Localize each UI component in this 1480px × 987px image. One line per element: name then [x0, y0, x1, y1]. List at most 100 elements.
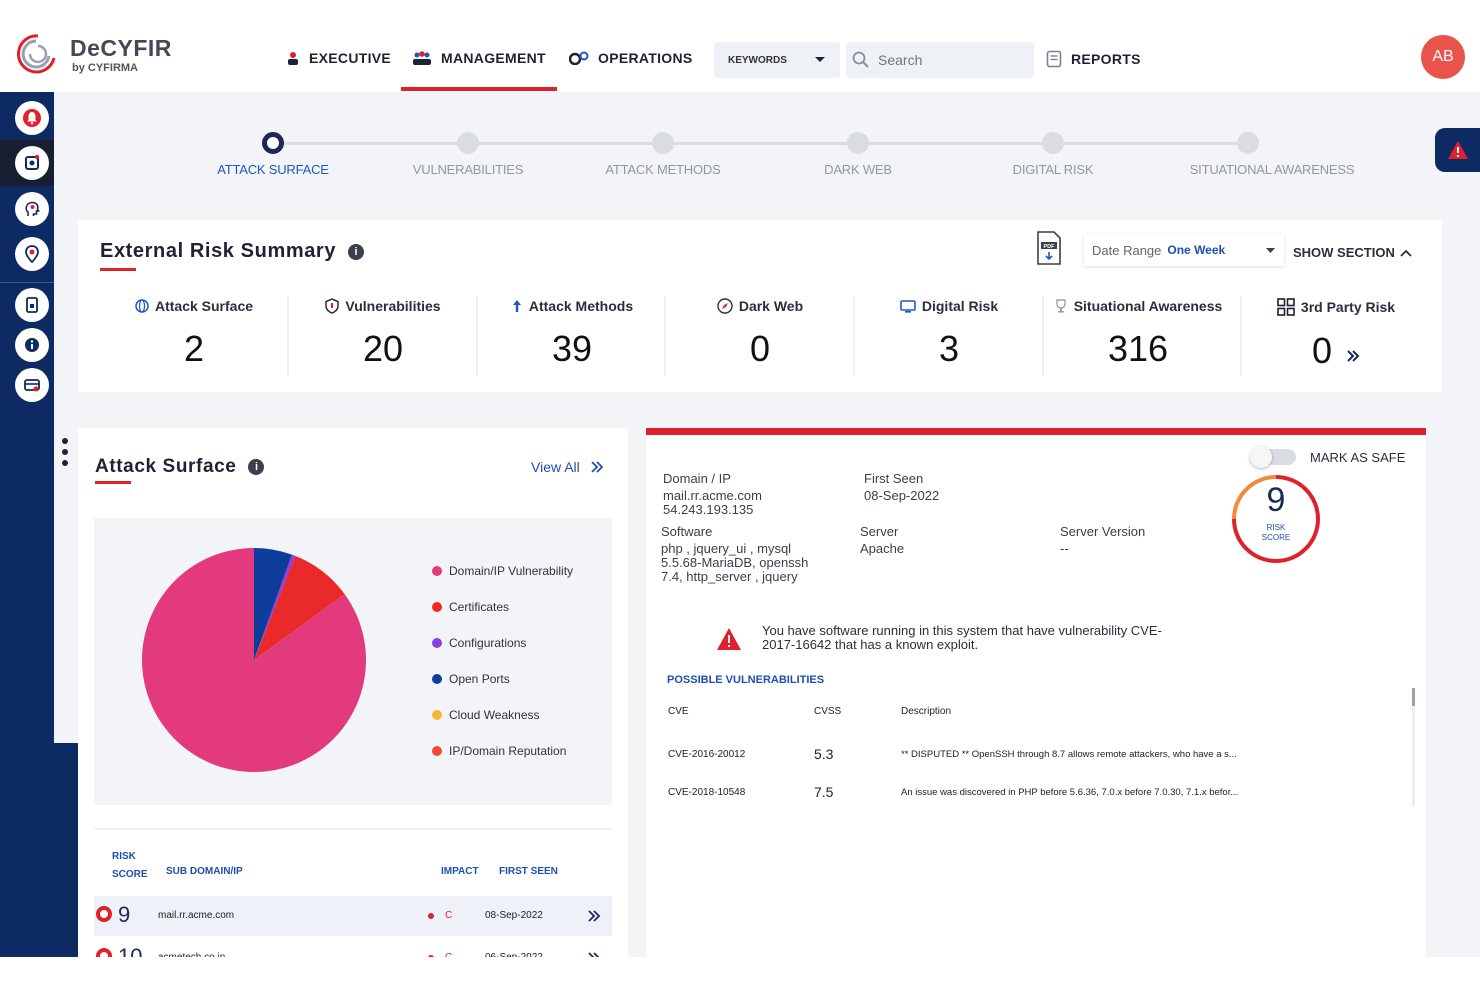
- info-icon[interactable]: i: [348, 243, 365, 260]
- sidebar-item-location[interactable]: [15, 237, 49, 271]
- risk-ring-icon: [96, 906, 112, 922]
- pie-slice-domain-ip-vulnerability[interactable]: [142, 548, 366, 772]
- metric-label: Digital Risk: [855, 298, 1043, 314]
- nav-executive-label: EXECUTIVE: [309, 50, 392, 66]
- metric-label-text: Dark Web: [738, 298, 804, 314]
- metric-vulnerabilities[interactable]: Vulnerabilities 20: [289, 298, 477, 370]
- search-box[interactable]: [846, 42, 1034, 78]
- sidebar-item-dashboard[interactable]: [15, 146, 49, 180]
- sidebar-item-brain[interactable]: [15, 192, 49, 226]
- metric-digital-risk[interactable]: Digital Risk 3: [855, 298, 1043, 370]
- chevron-down-icon: [815, 57, 825, 62]
- kebab-menu-icon[interactable]: [62, 438, 68, 470]
- nav-reports[interactable]: REPORTS: [1046, 50, 1141, 68]
- legend-item[interactable]: Cloud Weakness: [432, 697, 573, 733]
- legend-item[interactable]: Domain/IP Vulnerability: [432, 553, 573, 589]
- mark-as-safe-control[interactable]: MARK AS SAFE: [1250, 446, 1406, 468]
- double-chevron-right-icon[interactable]: [1332, 330, 1360, 371]
- scrollbar-thumb[interactable]: [1412, 688, 1415, 706]
- dashboard-icon: [25, 154, 40, 170]
- step-label-3[interactable]: ATTACK METHODS: [605, 162, 721, 177]
- vuln-table-scrollbar[interactable]: [1412, 688, 1415, 806]
- search-icon: [852, 51, 869, 68]
- metric-label: Attack Surface: [100, 298, 288, 314]
- user-avatar[interactable]: AB: [1421, 35, 1465, 79]
- nav-management[interactable]: MANAGEMENT: [412, 50, 546, 66]
- metric-separator: [287, 296, 289, 376]
- double-chevron-right-icon: [591, 461, 604, 473]
- decyfir-logo-icon[interactable]: [16, 32, 58, 76]
- executive-icon: [288, 52, 298, 65]
- metric-attack-surface[interactable]: Attack Surface 2: [100, 298, 288, 370]
- step-dot-2[interactable]: [457, 132, 479, 154]
- step-label-5[interactable]: DIGITAL RISK: [1012, 162, 1094, 177]
- double-chevron-right-icon[interactable]: [587, 909, 601, 923]
- domain-ip-label: Domain / IP: [663, 471, 731, 486]
- step-dot-4[interactable]: [847, 132, 869, 154]
- metric-situational-awareness[interactable]: Situational Awareness 316: [1044, 298, 1232, 370]
- sidebar-item-card[interactable]: [15, 368, 49, 402]
- metric-value: 0: [666, 328, 854, 370]
- risk-score: 9: [118, 902, 131, 927]
- legend-item[interactable]: Certificates: [432, 589, 573, 625]
- software-line: 5.5.68-MariaDB, openssh: [661, 555, 809, 570]
- vulnerability-row[interactable]: CVE-2018-10548 7.5 An issue was discover…: [646, 784, 1406, 804]
- legend-item[interactable]: Configurations: [432, 625, 573, 661]
- server-version-value: --: [1060, 541, 1069, 556]
- legend-item[interactable]: Open Ports: [432, 661, 573, 697]
- legend-swatch: [432, 638, 442, 648]
- date-range-label: Date Range: [1092, 242, 1162, 258]
- date-range-select[interactable]: Date Range One Week: [1084, 234, 1284, 266]
- step-dot-6[interactable]: [1237, 132, 1259, 154]
- mark-as-safe-label: MARK AS SAFE: [1310, 449, 1406, 465]
- metric-dark-web[interactable]: Dark Web 0: [666, 298, 854, 370]
- title-underline: [100, 268, 136, 271]
- brand-subtitle: by CYFIRMA: [72, 62, 138, 74]
- metric-value-text: 20: [362, 328, 404, 369]
- pie-slice-certificates[interactable]: [254, 555, 345, 660]
- step-label-2[interactable]: VULNERABILITIES: [412, 162, 524, 177]
- nav-executive[interactable]: EXECUTIVE: [286, 50, 391, 66]
- step-dot-3[interactable]: [652, 132, 674, 154]
- vulnerability-row[interactable]: CVE-2016-20012 5.3 ** DISPUTED ** OpenSS…: [646, 746, 1406, 766]
- svg-text:PDF: PDF: [1044, 244, 1056, 250]
- pie-slice-configurations[interactable]: [254, 554, 296, 660]
- step-dot-5[interactable]: [1042, 132, 1064, 154]
- cvss-score: 7.5: [814, 784, 834, 800]
- pdf-download-icon[interactable]: PDF: [1036, 230, 1062, 266]
- cve-description: ** DISPUTED ** OpenSSH through 8.7 allow…: [901, 749, 1237, 760]
- show-section-toggle[interactable]: SHOW SECTION: [1293, 245, 1412, 260]
- view-all-link[interactable]: View All: [531, 459, 604, 475]
- mark-as-safe-toggle[interactable]: [1250, 446, 1296, 468]
- legend-label: Configurations: [449, 636, 527, 650]
- attack-surface-header: Attack Surface i: [95, 456, 265, 478]
- metric-3rd-party-risk[interactable]: 3rd Party Risk 0: [1242, 298, 1430, 372]
- sidebar-item-alerts[interactable]: [15, 101, 49, 135]
- sidebar-item-info[interactable]: [15, 328, 49, 362]
- metric-value-text: 0: [1311, 330, 1333, 371]
- info-icon[interactable]: i: [248, 459, 265, 475]
- search-input[interactable]: [878, 52, 1018, 68]
- step-label-1[interactable]: ATTACK SURFACE: [217, 162, 329, 177]
- step-label-4[interactable]: DARK WEB: [824, 162, 892, 177]
- legend-item[interactable]: IP/Domain Reputation: [432, 733, 573, 769]
- metric-attack-methods[interactable]: Attack Methods 39: [478, 298, 666, 370]
- legend-label: Domain/IP Vulnerability: [449, 564, 574, 578]
- sidebar-lower-panel: [0, 743, 78, 957]
- alert-panel-tab[interactable]: [1435, 128, 1480, 172]
- risk-score-caption-line: RISK: [1266, 523, 1286, 532]
- table-row[interactable]: 9 mail.rr.acme.com C 08-Sep-2022: [94, 896, 612, 936]
- pie-slice-open-ports[interactable]: [254, 548, 292, 660]
- impact: C: [445, 910, 453, 921]
- metric-label: 3rd Party Risk: [1242, 298, 1430, 316]
- nav-operations[interactable]: OPERATIONS: [569, 50, 693, 66]
- grid-icon: [1277, 298, 1295, 316]
- brand-name: DeCYFIR: [70, 35, 172, 61]
- metric-value-text: 316: [1107, 328, 1169, 369]
- step-dot-1[interactable]: [262, 132, 284, 154]
- sidebar-item-document[interactable]: [15, 288, 49, 322]
- keywords-dropdown[interactable]: KEYWORDS: [714, 42, 840, 78]
- metric-value-text: 0: [749, 328, 771, 369]
- management-icon: [413, 51, 431, 65]
- step-label-6[interactable]: SITUATIONAL AWARENESS: [1189, 162, 1355, 177]
